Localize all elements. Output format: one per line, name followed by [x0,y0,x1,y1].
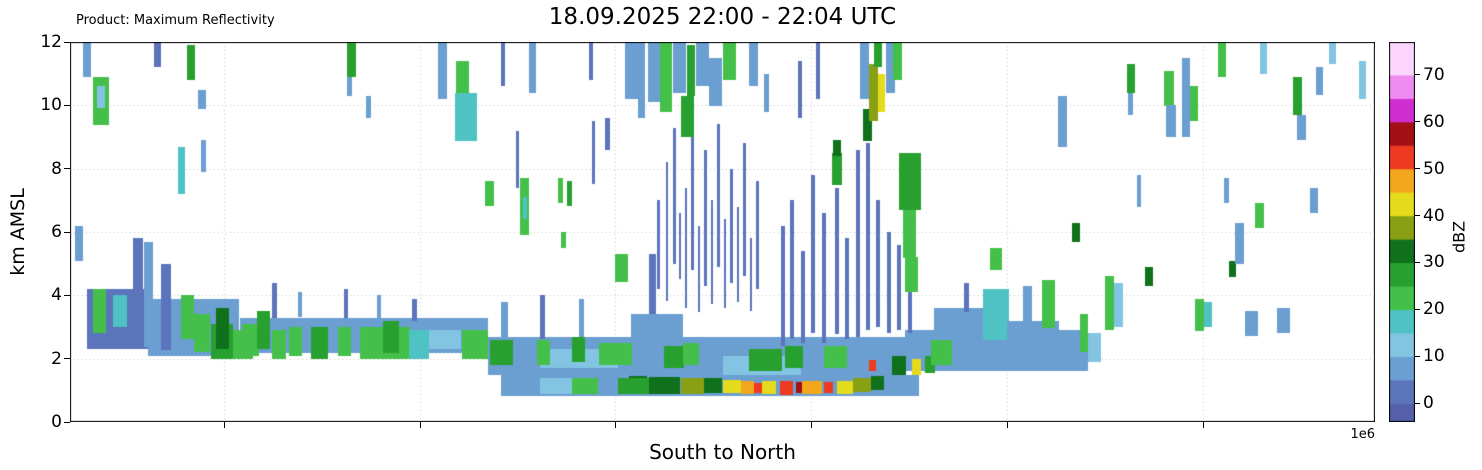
colorbar-tick-mark [1415,261,1420,263]
product-label: Product: Maximum Reflectivity [76,13,275,28]
x-tick-mark [224,422,225,428]
y-tick-label: 2 [51,348,62,369]
colorbar-tick-mark [1415,402,1420,404]
colorbar-tick-label: 20 [1423,299,1445,320]
colorbar-tick-label: 10 [1423,346,1445,367]
y-tick-label: 12 [40,32,62,52]
y-tick-label: 6 [51,222,62,242]
x-tick-mark [1007,422,1008,428]
colorbar-label: dBZ [1449,220,1469,254]
y-axis-label: km AMSL [7,188,29,276]
y-tick-label: 0 [51,412,62,432]
x-tick-mark [811,422,812,428]
colorbar-tick-mark [1415,215,1420,217]
x-axis-label: South to North [649,440,796,464]
colorbar-tick-mark [1415,74,1420,76]
colorbar-tick-mark [1415,355,1420,357]
colorbar-tick-mark [1415,168,1420,170]
x-tick-mark [615,422,616,428]
y-tick-mark [64,104,70,106]
reflectivity-heatmap-canvas [70,42,1375,422]
y-tick-label: 10 [40,95,62,116]
chart-title: 18.09.2025 22:00 - 22:04 UTC [548,4,897,30]
colorbar-tick-label: 0 [1423,393,1434,414]
colorbar-tick-mark [1415,121,1420,123]
x-tick-mark [1203,422,1204,428]
colorbar-tick-label: 40 [1423,205,1445,226]
y-tick-mark [64,421,70,423]
y-tick-mark [64,231,70,233]
y-tick-label: 4 [51,285,62,306]
colorbar [1389,42,1415,422]
y-tick-mark [64,168,70,170]
colorbar-tick-label: 70 [1423,64,1445,85]
x-axis-offset-text: 1e6 [1350,427,1375,442]
colorbar-tick-mark [1415,308,1420,310]
colorbar-tick-label: 30 [1423,252,1445,273]
y-tick-label: 8 [51,158,62,179]
colorbar-tick-label: 60 [1423,111,1445,132]
y-tick-mark [64,294,70,296]
x-tick-mark [420,422,421,428]
colorbar-tick-label: 50 [1423,158,1445,179]
y-tick-mark [64,358,70,360]
y-tick-mark [64,41,70,43]
